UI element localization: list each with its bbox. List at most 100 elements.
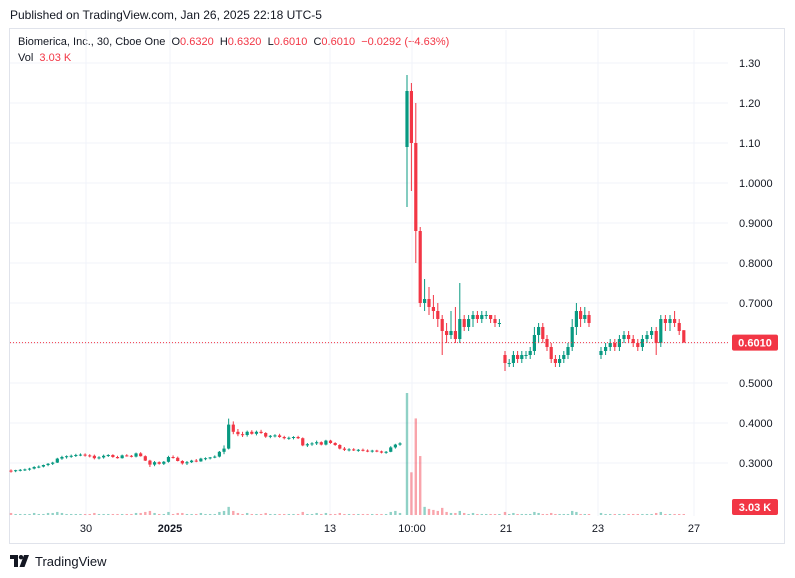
volume-bar <box>562 513 565 515</box>
volume-bar <box>218 511 221 515</box>
volume-bar <box>46 512 50 515</box>
volume-bar <box>533 511 536 515</box>
candle <box>549 343 553 363</box>
y-tick-label: 0.9000 <box>739 218 773 230</box>
y-tick-label: 0.8000 <box>739 258 773 270</box>
volume-bar <box>664 513 667 515</box>
volume-bar <box>208 513 212 515</box>
candle <box>604 343 608 355</box>
candle <box>613 339 617 351</box>
volume-bar <box>250 513 254 515</box>
candle <box>64 455 69 459</box>
volume-bar <box>19 513 22 515</box>
volume-bar <box>537 512 540 515</box>
y-tick-label: 1.10 <box>739 138 760 150</box>
candlesticks <box>9 75 686 473</box>
candle <box>208 457 212 460</box>
volume-bar <box>283 513 286 515</box>
volume-bar <box>139 512 142 515</box>
volume-bar <box>181 512 184 515</box>
candle <box>236 429 240 437</box>
volume-bar <box>93 512 96 515</box>
volume-bar <box>23 513 27 515</box>
candle <box>217 451 221 458</box>
volume-bar <box>320 513 323 515</box>
candle <box>673 311 677 327</box>
volume-bar <box>650 513 653 515</box>
candle <box>51 461 55 465</box>
candle <box>171 455 175 459</box>
candle <box>157 461 161 465</box>
candle <box>414 103 418 263</box>
candle <box>663 315 667 331</box>
volume-bar <box>222 510 226 515</box>
candle <box>524 351 528 359</box>
low-value: 0.6010 <box>273 36 308 48</box>
candle <box>120 454 124 459</box>
volume-bar <box>471 512 475 515</box>
candle <box>562 351 566 363</box>
volume-bar <box>516 513 519 515</box>
candle <box>356 449 360 452</box>
candle <box>143 455 147 461</box>
candle <box>682 330 686 343</box>
candle <box>111 454 115 458</box>
volume-bar <box>116 513 119 515</box>
candle <box>213 455 217 459</box>
candle <box>152 461 157 467</box>
y-tick-label: 1.30 <box>739 58 760 70</box>
candle <box>659 315 663 347</box>
volume-bar <box>445 511 448 515</box>
candle <box>650 327 654 339</box>
candle <box>645 331 649 343</box>
symbol-title[interactable]: Biomerica, Inc., 30, Cboe One <box>18 36 166 48</box>
candle <box>88 454 92 458</box>
volume-bar <box>419 456 422 515</box>
volume-bar <box>524 513 528 515</box>
volume-bar <box>599 512 603 515</box>
last-volume-badge <box>732 499 778 515</box>
volume-bar <box>357 513 360 515</box>
ohlc-legend: Biomerica, Inc., 30, Cboe One O0.6320 H0… <box>18 36 449 48</box>
candle <box>587 311 591 327</box>
candle <box>32 466 36 470</box>
candle <box>282 435 286 440</box>
candle <box>291 436 296 440</box>
candle <box>305 443 309 447</box>
candle <box>599 347 603 359</box>
tradingview-logo-icon <box>10 555 29 567</box>
chart-frame[interactable] <box>9 28 785 544</box>
candle <box>384 451 388 454</box>
volume-bar <box>130 513 133 515</box>
volume-bar <box>65 513 68 515</box>
candle <box>370 449 374 453</box>
candle <box>398 442 402 446</box>
volume-bars <box>9 393 685 515</box>
candle <box>405 75 409 207</box>
volume-bar <box>14 513 17 515</box>
candle <box>268 435 272 439</box>
volume-bar <box>176 512 179 515</box>
candle <box>636 339 640 351</box>
volume-bar <box>310 513 314 515</box>
candle <box>342 447 347 451</box>
candle <box>125 454 129 457</box>
candle <box>462 315 466 331</box>
candle <box>520 351 524 363</box>
y-tick-label: 0.5000 <box>739 378 773 390</box>
volume-bar <box>134 512 138 515</box>
candle <box>254 430 259 436</box>
candle <box>319 441 323 446</box>
volume-bar <box>609 513 612 515</box>
candle <box>166 455 171 463</box>
candle <box>627 331 631 343</box>
candle <box>301 437 305 447</box>
volume-bar <box>352 513 355 515</box>
volume-bar <box>125 513 128 515</box>
candle <box>333 442 337 446</box>
time-axis: 30 2025 13 10:00 21 23 27 <box>80 523 700 535</box>
volume-bar <box>88 513 91 515</box>
volume-bar <box>493 513 497 515</box>
volume-bar <box>292 513 295 515</box>
